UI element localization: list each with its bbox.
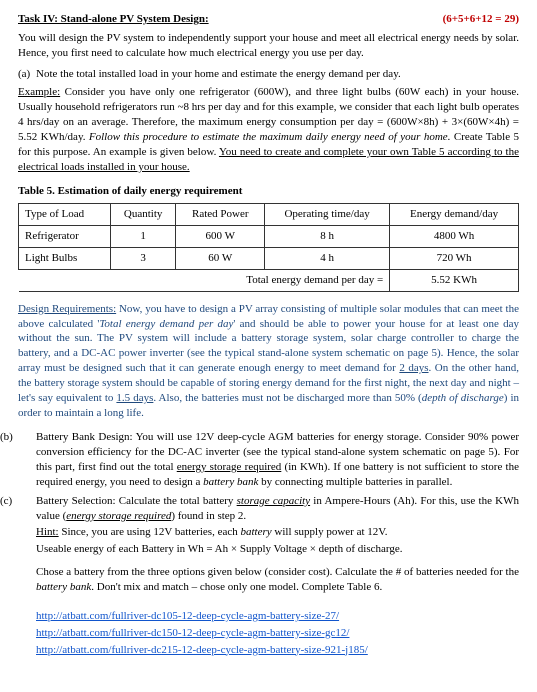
chose-italic-bank: battery bank <box>36 581 91 593</box>
table5-caption: Table 5. Estimation of daily energy requ… <box>18 184 519 199</box>
hint-label: Hint: <box>36 526 59 538</box>
part-c: (c)Battery Selection: Calculate the tota… <box>36 494 519 524</box>
pc-body-3: ) found in step 2. <box>171 510 246 522</box>
cell: 3 <box>110 247 176 269</box>
design-req-lead: Design Requirements: <box>18 303 116 315</box>
design-requirements: Design Requirements: Now, you have to de… <box>18 302 519 421</box>
part-c-lead: Battery Selection: <box>36 495 119 507</box>
part-c-label: (c) <box>18 494 36 509</box>
intro-paragraph: You will design the PV system to indepen… <box>18 31 519 61</box>
col-power: Rated Power <box>176 204 265 226</box>
cell: Refrigerator <box>19 226 111 248</box>
cell: 60 W <box>176 247 265 269</box>
dr-2days: 2 days <box>399 362 428 374</box>
cell: Light Bulbs <box>19 247 111 269</box>
part-b-lead: Battery Bank Design: <box>36 431 136 443</box>
example-body-italic: Follow this procedure to estimate the ma… <box>89 131 451 143</box>
part-a-text: Note the total installed load in your ho… <box>36 68 401 80</box>
cell: 720 Wh <box>390 247 519 269</box>
chose-2: . Don't mix and match – chose only one m… <box>91 581 382 593</box>
battery-link-3[interactable]: http://atbatt.com/fullriver-dc215-12-dee… <box>36 643 519 658</box>
part-c-chose: Chose a battery from the three options g… <box>36 565 519 595</box>
col-demand: Energy demand/day <box>390 204 519 226</box>
table-total-row: Total energy demand per day = 5.52 KWh <box>19 269 519 291</box>
task-title: Task IV: Stand-alone PV System Design: <box>18 12 209 27</box>
part-a-label: (a) <box>18 67 36 82</box>
cell: 1 <box>110 226 176 248</box>
total-label: Total energy demand per day = <box>19 269 390 291</box>
battery-link-2[interactable]: http://atbatt.com/fullriver-dc150-12-dee… <box>36 626 519 641</box>
table-row: Refrigerator 1 600 W 8 h 4800 Wh <box>19 226 519 248</box>
pc-u-storage: storage capacity <box>237 495 310 507</box>
part-b-label: (b) <box>18 430 36 445</box>
part-c-hint: Hint: Since, you are using 12V batteries… <box>36 525 519 540</box>
part-b: (b)Battery Bank Design: You will use 12V… <box>36 430 519 489</box>
pc-body-1: Calculate the total battery <box>119 495 237 507</box>
pb-body-3: by connecting multiple batteries in para… <box>258 476 452 488</box>
pc-u-energy2: energy storage required <box>66 510 171 522</box>
table-row: Light Bulbs 3 60 W 4 h 720 Wh <box>19 247 519 269</box>
hint-italic-battery: battery <box>240 526 271 538</box>
cell: 4 h <box>265 247 390 269</box>
total-value: 5.52 KWh <box>390 269 519 291</box>
hint-body2: will supply power at 12V. <box>272 526 388 538</box>
example-label: Example: <box>18 86 60 98</box>
col-time: Operating time/day <box>265 204 390 226</box>
pb-italic-bank: battery bank <box>203 476 258 488</box>
table-header-row: Type of Load Quantity Rated Power Operat… <box>19 204 519 226</box>
dr-italic-2: depth of discharge <box>422 392 504 404</box>
battery-link-1[interactable]: http://atbatt.com/fullriver-dc105-12-dee… <box>36 609 519 624</box>
links-block: http://atbatt.com/fullriver-dc105-12-dee… <box>36 609 519 658</box>
cell: 4800 Wh <box>390 226 519 248</box>
col-qty: Quantity <box>110 204 176 226</box>
example-paragraph: Example: Consider you have only one refr… <box>18 85 519 174</box>
cell: 600 W <box>176 226 265 248</box>
title-row: Task IV: Stand-alone PV System Design: (… <box>18 12 519 27</box>
part-a: (a)Note the total installed load in your… <box>18 67 519 82</box>
table5: Type of Load Quantity Rated Power Operat… <box>18 203 519 291</box>
dr-body-4: . Also, the batteries must not be discha… <box>153 392 421 404</box>
chose-1: Chose a battery from the three options g… <box>36 566 519 578</box>
task-marks: (6+5+6+12 = 29) <box>443 12 519 27</box>
cell: 8 h <box>265 226 390 248</box>
pb-u-energy: energy storage required <box>177 461 282 473</box>
part-c-useable: Useable energy of each Battery in Wh = A… <box>36 542 519 557</box>
dr-15days: 1.5 days <box>116 392 153 404</box>
col-type: Type of Load <box>19 204 111 226</box>
hint-body: Since, you are using 12V batteries, each <box>59 526 241 538</box>
dr-italic-1: Total energy demand per day <box>99 318 233 330</box>
